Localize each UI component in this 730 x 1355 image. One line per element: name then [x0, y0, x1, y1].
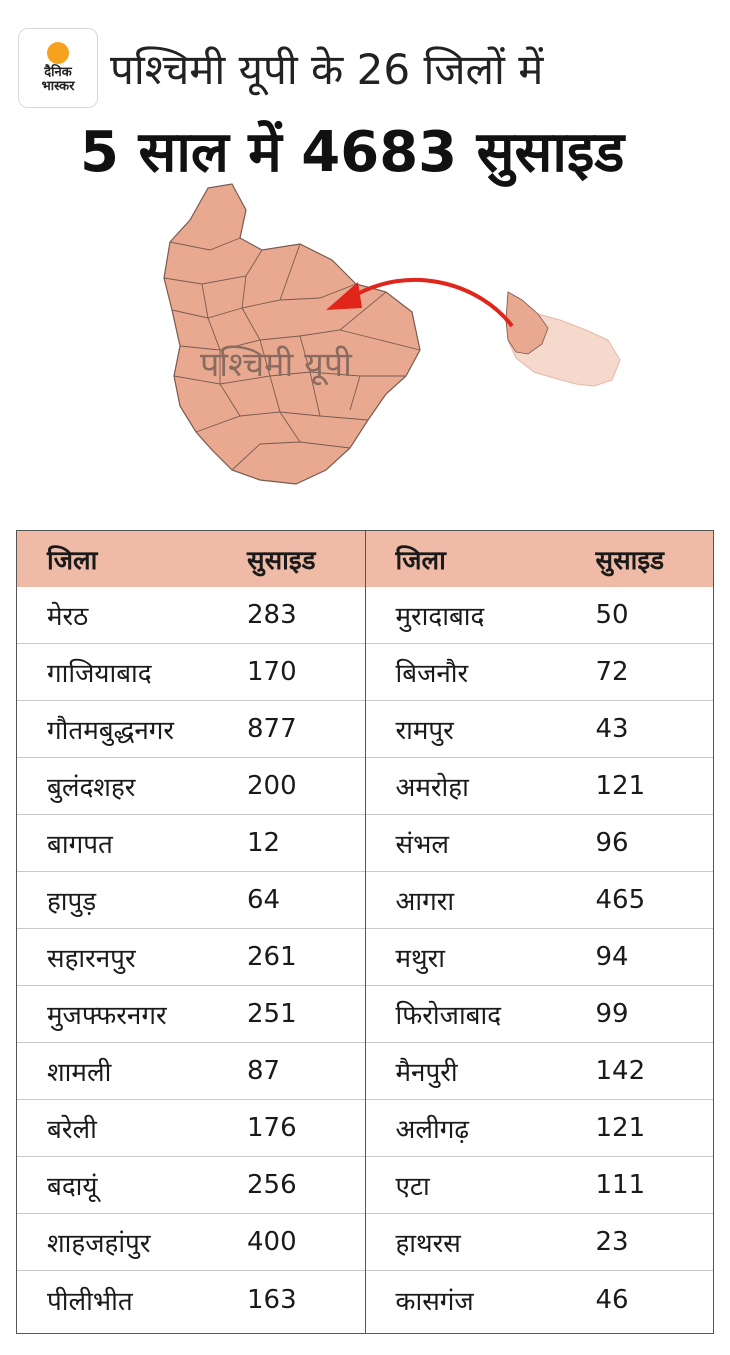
suicide-count: 256	[247, 1170, 297, 1200]
suicide-count: 163	[247, 1284, 297, 1315]
district-name: आगरा	[395, 887, 455, 917]
west-up-region	[163, 183, 421, 485]
district-name: बिजनौर	[395, 659, 469, 689]
district-name: संभल	[395, 830, 449, 860]
suicide-count: 121	[595, 771, 646, 801]
suicide-count: 877	[247, 714, 297, 744]
table-row: शाहजहांपुर 400	[17, 1214, 365, 1271]
west-up-map	[163, 183, 621, 485]
district-name: हाथरस	[395, 1229, 461, 1259]
suicide-count: 43	[595, 714, 629, 744]
district-name: मथुरा	[395, 944, 446, 974]
table-row: एटा 111	[365, 1157, 713, 1214]
suicide-count: 23	[595, 1227, 629, 1257]
table-row: संभल 96	[365, 815, 713, 872]
table-header-row: जिला सुसाइड	[17, 531, 365, 587]
page-title-line2: 5 साल में 4683 सुसाइड	[80, 120, 625, 185]
suicide-count: 170	[247, 657, 297, 687]
district-name: शाहजहांपुर	[47, 1229, 151, 1259]
district-name: सहारनपुर	[47, 944, 136, 974]
column-header-suicides: सुसाइड	[247, 546, 316, 576]
suicide-count: 12	[247, 828, 281, 858]
district-name: बुलंदशहर	[47, 773, 136, 803]
column-header-district: जिला	[47, 546, 98, 576]
suicide-count: 87	[247, 1056, 281, 1086]
suicide-count: 96	[595, 828, 629, 858]
table-row: हापुड़ 64	[17, 872, 365, 929]
table-row: कासगंज 46	[366, 1271, 714, 1328]
page-title-line1: पश्चिमी यूपी के 26 जिलों में	[110, 45, 544, 94]
table-row: आगरा 465	[365, 872, 713, 929]
table-row: अमरोहा 121	[365, 758, 713, 815]
table-row: मथुरा 94	[365, 929, 713, 986]
brand-logo: दैनिक भास्कर	[18, 28, 98, 108]
district-name: मेरठ	[47, 602, 89, 632]
district-name: हापुड़	[47, 887, 97, 917]
table-row: सहारनपुर 261	[17, 929, 365, 986]
district-name: अलीगढ़	[395, 1115, 470, 1145]
district-name: अमरोहा	[395, 773, 469, 803]
table-row: मेरठ 283	[17, 587, 365, 644]
district-name: पीलीभीत	[47, 1286, 133, 1317]
district-name: एटा	[395, 1172, 430, 1202]
table-row: गाजियाबाद 170	[17, 644, 365, 701]
column-header-district: जिला	[395, 546, 446, 576]
district-suicide-table: जिला सुसाइड मेरठ 283 गाजियाबाद 170 गौतमबुद्ध…	[16, 530, 714, 1334]
suicide-count: 251	[247, 999, 297, 1029]
suicide-count: 400	[247, 1227, 297, 1257]
table-row: बरेली 176	[17, 1100, 365, 1157]
district-name: मुरादाबाद	[395, 602, 485, 632]
suicide-count: 465	[595, 885, 646, 915]
table-column-left: जिला सुसाइड मेरठ 283 गाजियाबाद 170 गौतमबुद्ध…	[17, 531, 366, 1333]
suicide-count: 72	[595, 657, 629, 687]
sun-icon	[47, 42, 69, 64]
district-name: मुजफ्फरनगर	[47, 1001, 167, 1031]
suicide-count: 261	[247, 942, 297, 972]
suicide-count: 121	[595, 1113, 646, 1143]
district-name: बदायूं	[47, 1172, 98, 1202]
table-row: फिरोजाबाद 99	[365, 986, 713, 1043]
arrow-curve	[348, 277, 514, 328]
table-row: मुरादाबाद 50	[365, 587, 713, 644]
suicide-count: 46	[595, 1284, 629, 1315]
district-name: कासगंज	[395, 1286, 474, 1317]
table-row: बिजनौर 72	[365, 644, 713, 701]
table-row: गौतमबुद्धनगर 877	[17, 701, 365, 758]
table-column-right: जिला सुसाइड मुरादाबाद 50 बिजनौर 72 रामपुर 43 अ…	[365, 531, 714, 1333]
table-row: पीलीभीत 163	[17, 1271, 365, 1328]
table-row: बुलंदशहर 200	[17, 758, 365, 815]
district-name: गाजियाबाद	[47, 659, 152, 689]
table-row: बागपत 12	[17, 815, 365, 872]
table-row: हाथरस 23	[365, 1214, 713, 1271]
table-row: अलीगढ़ 121	[365, 1100, 713, 1157]
suicide-count: 142	[595, 1056, 646, 1086]
table-row: मुजफ्फरनगर 251	[17, 986, 365, 1043]
district-name: बरेली	[47, 1115, 97, 1145]
district-name: फिरोजाबाद	[395, 1001, 502, 1031]
column-header-suicides: सुसाइड	[595, 546, 665, 576]
table-row: रामपुर 43	[365, 701, 713, 758]
suicide-count: 111	[595, 1170, 646, 1200]
suicide-count: 176	[247, 1113, 297, 1143]
map-label: पश्चिमी यूपी	[200, 345, 352, 385]
suicide-count: 50	[595, 600, 629, 630]
district-name: शामली	[47, 1058, 112, 1088]
suicide-count: 99	[595, 999, 629, 1029]
full-up-west-portion	[505, 291, 549, 355]
table-header-row: जिला सुसाइड	[365, 531, 713, 587]
arrow-head-icon	[326, 282, 362, 310]
table-row: बदायूं 256	[17, 1157, 365, 1214]
suicide-count: 94	[595, 942, 629, 972]
suicide-count: 64	[247, 885, 281, 915]
district-name: रामपुर	[395, 716, 454, 746]
table-row: शामली 87	[17, 1043, 365, 1100]
brand-line2: भास्कर	[41, 79, 75, 94]
district-name: मैनपुरी	[395, 1058, 458, 1088]
brand-line1: दैनिक	[44, 65, 72, 80]
suicide-count: 283	[247, 600, 297, 630]
district-name: बागपत	[47, 830, 113, 860]
district-name: गौतमबुद्धनगर	[47, 716, 175, 746]
table-row: मैनपुरी 142	[365, 1043, 713, 1100]
suicide-count: 200	[247, 771, 297, 801]
